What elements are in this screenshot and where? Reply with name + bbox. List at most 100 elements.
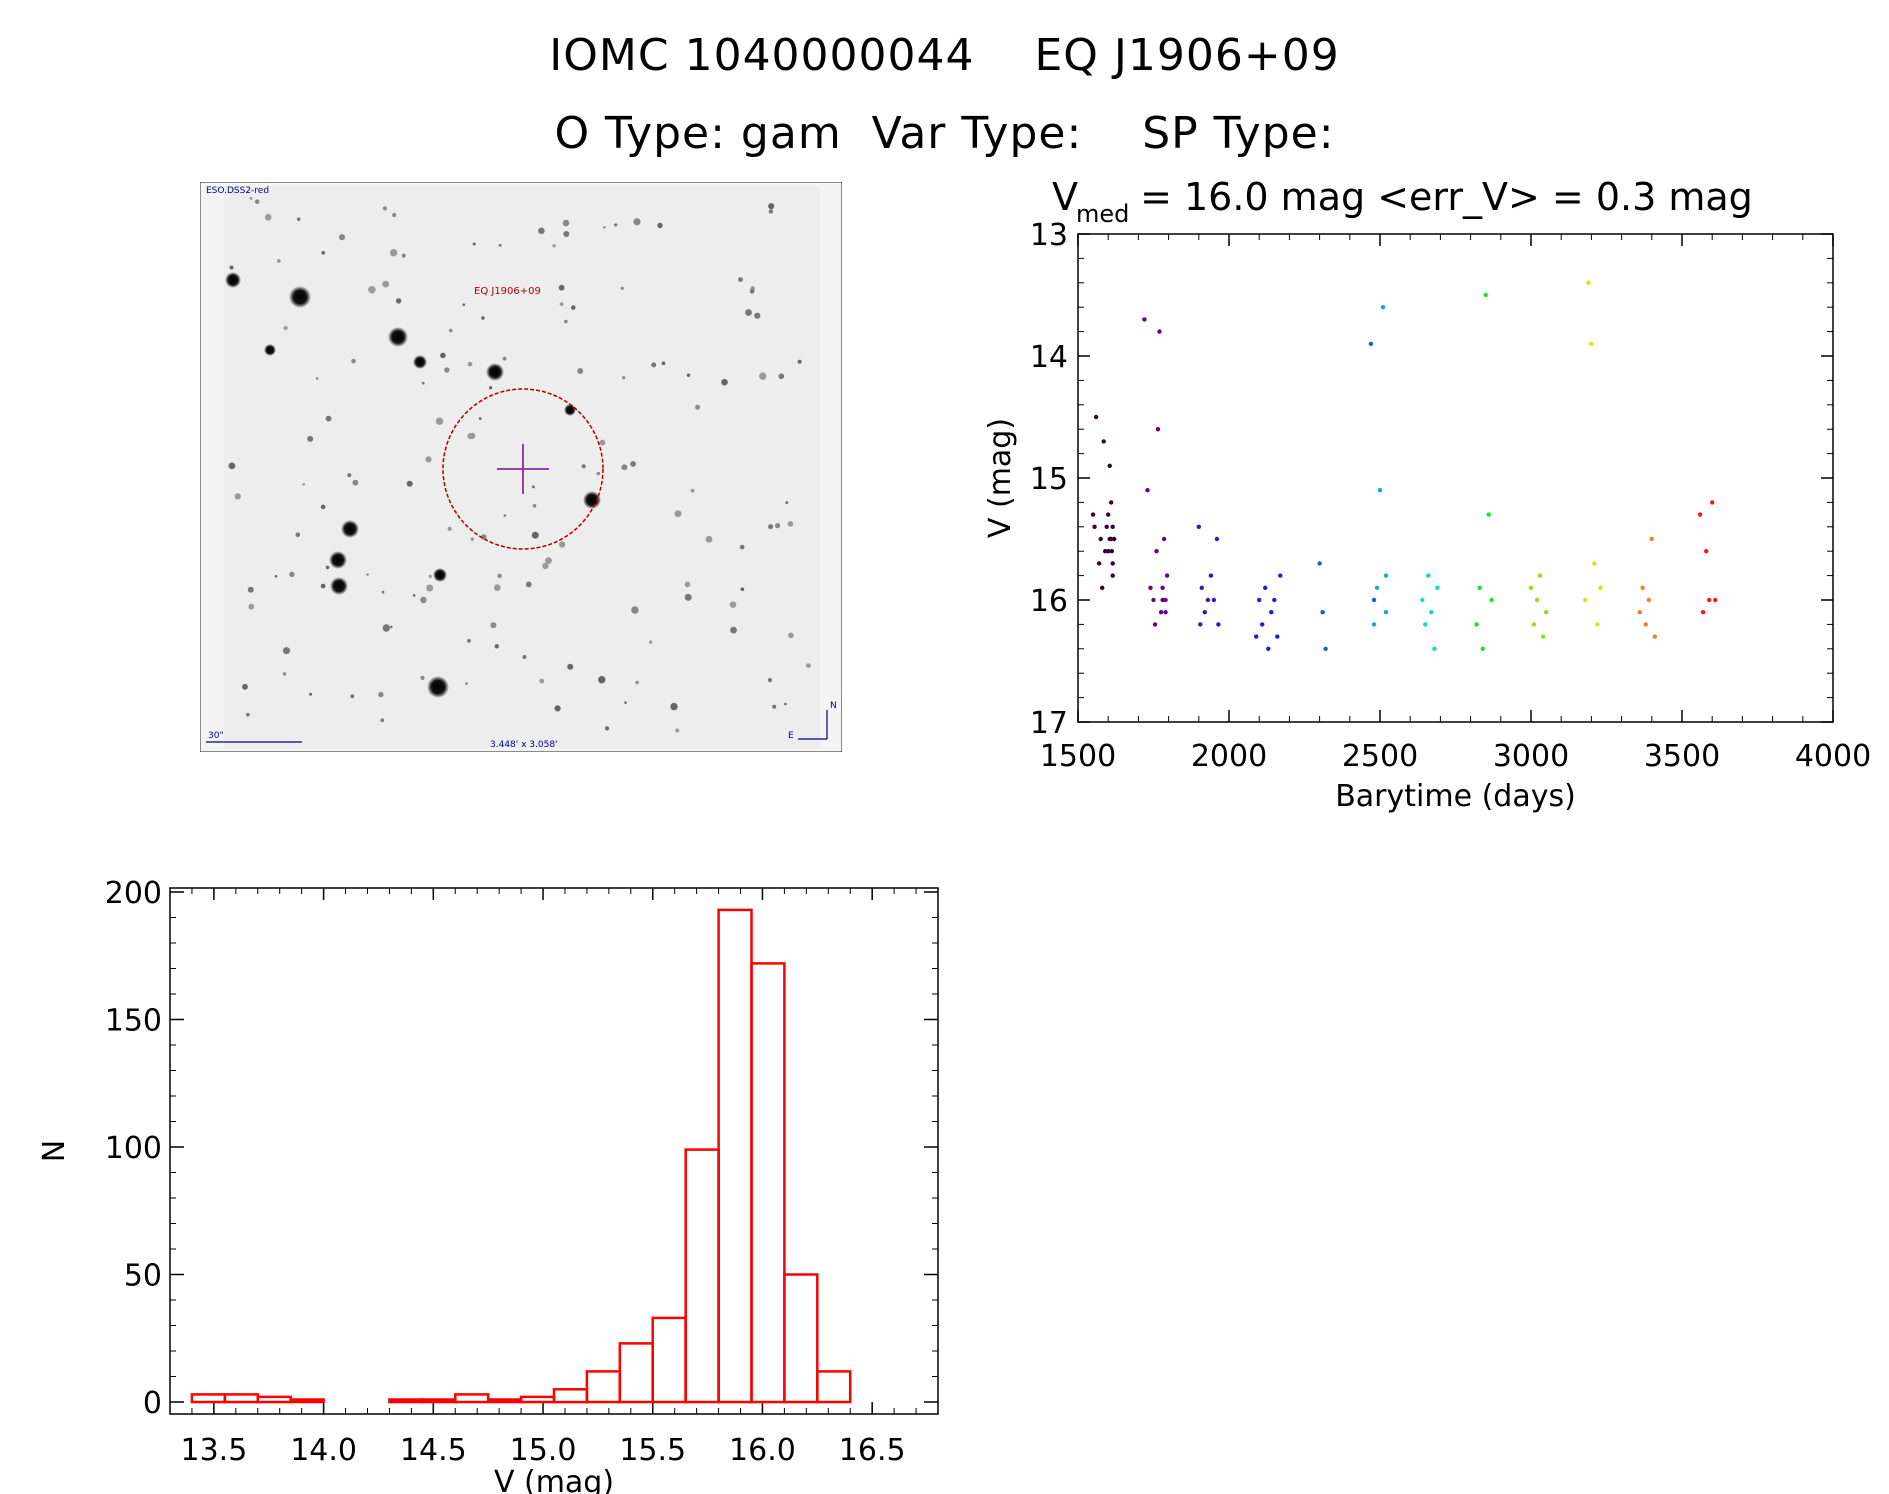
data-point — [1377, 488, 1383, 493]
data-point — [1713, 597, 1718, 603]
histogram-bar — [519, 1395, 556, 1404]
x-axis-label: V (mag) — [494, 1465, 614, 1494]
histogram-bar — [552, 1388, 589, 1404]
target-label: EQ J1906+09 — [474, 286, 541, 297]
field-star — [368, 286, 376, 294]
field-star — [468, 432, 476, 440]
data-point — [1263, 585, 1268, 590]
data-point — [1643, 622, 1648, 627]
data-point — [1531, 622, 1537, 627]
fov-label: 3.448' x 3.058' — [490, 740, 558, 750]
histogram-bar — [585, 1370, 622, 1404]
data-point — [1269, 610, 1274, 615]
field-star — [531, 531, 539, 539]
y-tick-label: 50 — [124, 1259, 162, 1294]
field-star — [380, 718, 385, 722]
field-star — [740, 587, 745, 591]
field-star — [276, 259, 281, 263]
field-star — [581, 464, 586, 469]
data-point — [1710, 500, 1715, 505]
histogram-bar — [421, 1398, 457, 1404]
field-star — [428, 574, 432, 578]
y-tick-label: 100 — [105, 1131, 162, 1166]
data-point — [1483, 292, 1488, 298]
field-star — [497, 573, 502, 578]
field-star — [552, 244, 556, 248]
data-point — [1161, 536, 1167, 542]
data-point — [1260, 622, 1265, 627]
data-point — [1368, 341, 1374, 346]
field-star — [633, 218, 641, 226]
field-star — [788, 632, 794, 639]
histogram-bar — [454, 1393, 490, 1404]
field-star — [481, 316, 485, 320]
field-star — [738, 277, 743, 282]
data-point — [1154, 549, 1159, 554]
data-point — [1216, 622, 1221, 627]
field-star — [433, 568, 447, 582]
compass-east-label: E — [788, 731, 794, 741]
field-star — [567, 663, 574, 670]
data-point — [1110, 524, 1115, 529]
field-star — [283, 325, 288, 331]
field-star — [321, 251, 325, 255]
data-point — [1534, 597, 1540, 603]
field-star — [406, 480, 413, 487]
x-tick-label: 2500 — [1342, 739, 1418, 774]
y-tick-label: 17 — [1030, 706, 1068, 741]
x-axis-label: Barytime (days) — [1335, 779, 1576, 814]
field-star — [730, 626, 737, 634]
field-star — [274, 575, 278, 578]
histogram-bar — [618, 1342, 654, 1404]
field-star — [768, 524, 774, 530]
data-point — [1592, 561, 1597, 566]
field-star — [622, 376, 626, 380]
field-star — [413, 355, 427, 369]
field-star — [282, 647, 291, 655]
x-tick-label: 15.5 — [619, 1433, 686, 1468]
field-star — [729, 601, 737, 608]
field-star — [532, 504, 537, 508]
data-point — [1707, 597, 1712, 603]
field-star — [605, 726, 610, 731]
field-star — [254, 199, 260, 204]
data-point — [1157, 329, 1162, 334]
field-star — [603, 226, 606, 229]
data-point — [1275, 634, 1280, 639]
data-point — [1383, 610, 1389, 615]
data-point — [1474, 622, 1479, 627]
y-tick-label: 13 — [1030, 218, 1068, 253]
stat-v-subscript: med — [1076, 200, 1129, 228]
data-point — [1106, 512, 1111, 517]
data-point — [1098, 536, 1103, 542]
field-star — [739, 544, 745, 550]
field-star — [542, 562, 549, 570]
data-point — [1107, 463, 1112, 468]
field-star — [806, 663, 811, 668]
data-point — [1163, 610, 1168, 615]
survey-label: ESO.DSS2-red — [206, 186, 269, 196]
field-star — [775, 523, 781, 529]
field-star — [470, 537, 474, 541]
data-point — [1477, 585, 1482, 590]
field-star — [686, 373, 691, 377]
data-point — [1540, 634, 1546, 639]
y-tick-label: 14 — [1030, 340, 1068, 375]
field-star — [621, 464, 628, 471]
field-star — [545, 557, 552, 564]
field-star — [488, 386, 493, 390]
field-star — [768, 203, 775, 210]
x-tick-label: 3500 — [1644, 739, 1720, 774]
field-star — [420, 675, 425, 680]
field-star — [525, 581, 532, 588]
field-star — [389, 249, 398, 257]
field-star — [229, 265, 234, 270]
field-star — [554, 705, 561, 712]
field-star — [388, 327, 408, 347]
target-crosshair-icon — [497, 444, 549, 494]
field-star — [620, 286, 624, 290]
data-point — [1320, 610, 1325, 615]
field-star — [522, 655, 527, 659]
y-tick-label: 150 — [105, 1004, 162, 1039]
field-star — [307, 435, 314, 442]
